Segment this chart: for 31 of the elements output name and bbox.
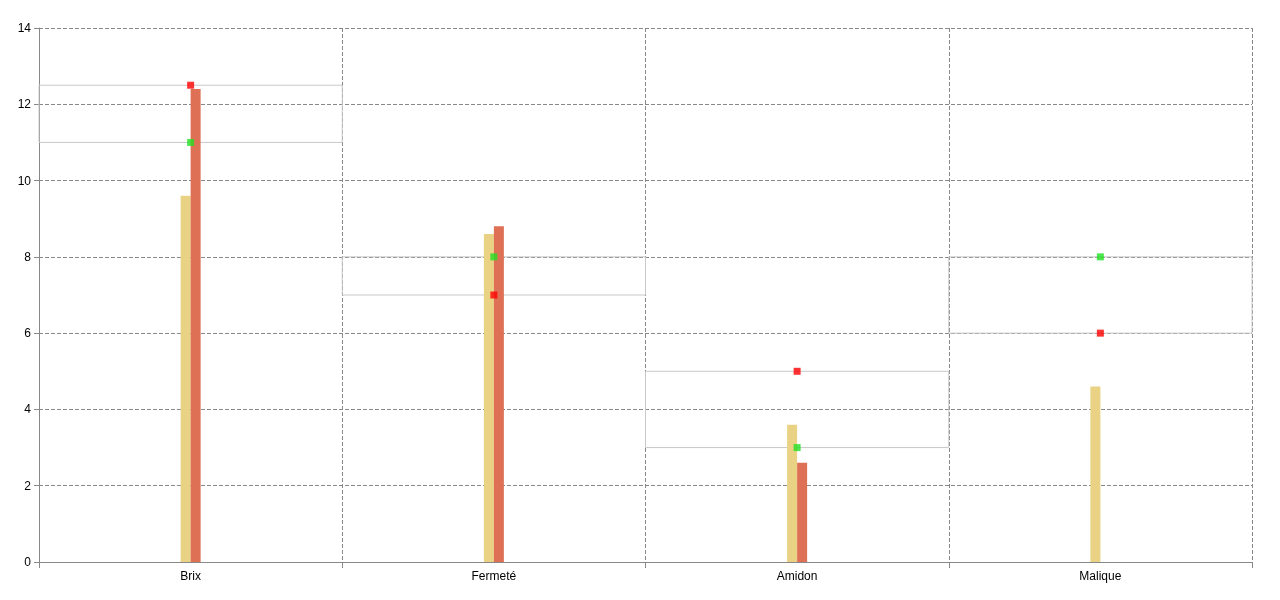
point <box>187 138 195 146</box>
x-tick-label: Amidon <box>776 569 818 583</box>
y-tick-label: 10 <box>17 173 32 188</box>
point <box>490 291 498 299</box>
point <box>490 253 498 261</box>
x-tick-label: Malique <box>1079 569 1122 583</box>
x-tick-label: Fermeté <box>471 569 517 583</box>
bar <box>190 89 201 562</box>
bar <box>645 370 950 449</box>
x-tick-label: Brix <box>180 569 201 583</box>
point <box>1096 253 1104 261</box>
bar <box>797 462 808 562</box>
y-tick-label: 6 <box>24 326 32 341</box>
bar <box>787 424 798 562</box>
point <box>1096 329 1104 337</box>
bar <box>483 233 494 562</box>
bar <box>38 84 343 143</box>
point <box>187 81 195 89</box>
bar <box>180 195 191 562</box>
y-tick-label: 8 <box>24 249 32 264</box>
y-tick-label: 14 <box>17 21 32 35</box>
point <box>793 444 801 452</box>
y-tick-label: 12 <box>17 97 32 112</box>
bar <box>341 256 646 296</box>
y-tick-label: 0 <box>24 555 32 569</box>
bar <box>1090 386 1101 562</box>
y-tick-label: 2 <box>24 478 32 493</box>
bar <box>948 256 1253 334</box>
y-tick-label: 4 <box>24 402 32 417</box>
bar <box>493 226 504 562</box>
point <box>793 367 801 375</box>
